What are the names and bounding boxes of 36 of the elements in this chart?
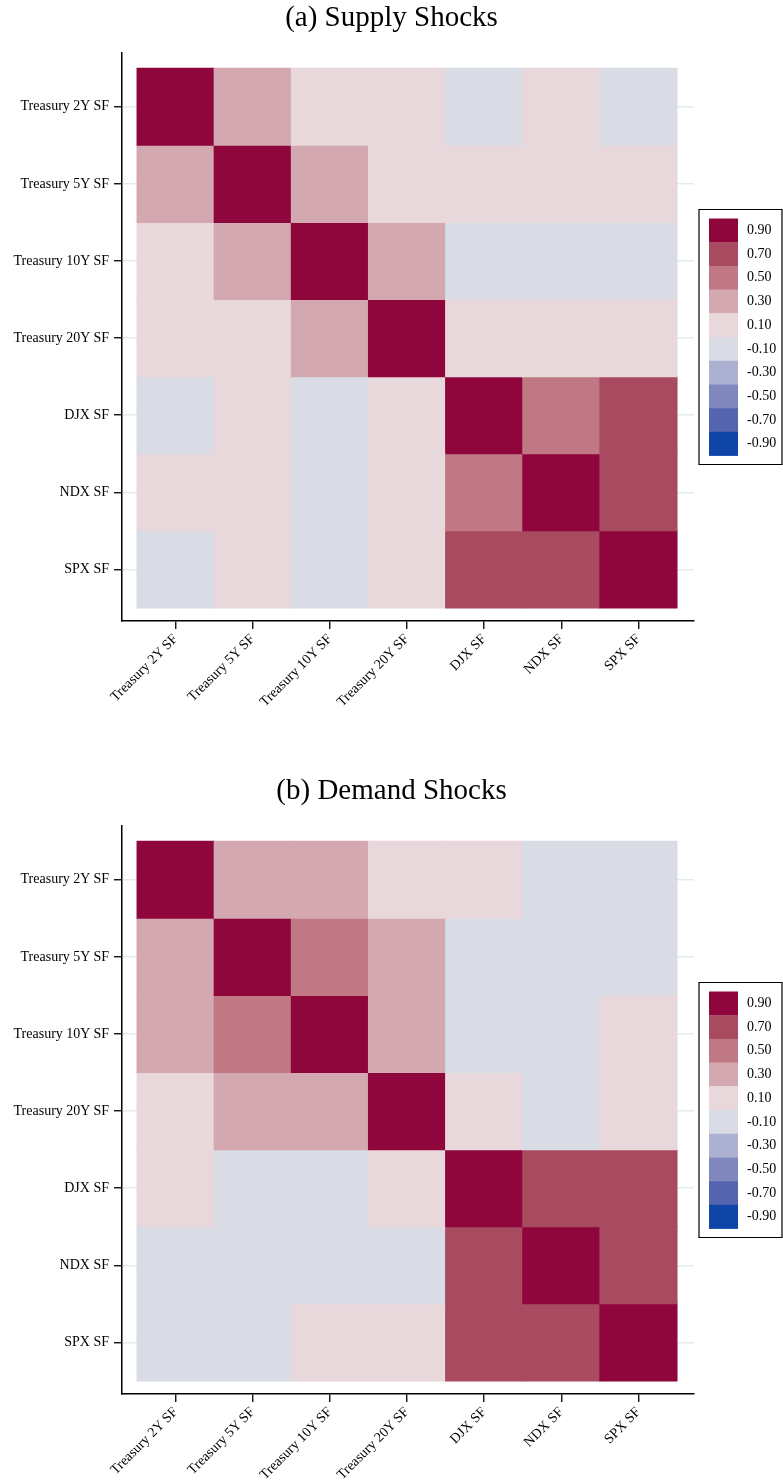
y-tick-label: Treasury 10Y SF — [13, 1025, 110, 1041]
color-bar-label: -0.10 — [747, 1113, 777, 1129]
color-bar-label: 0.70 — [747, 1018, 772, 1034]
color-bar-label: -0.70 — [747, 1184, 777, 1200]
color-bar-label: -0.30 — [747, 364, 777, 380]
color-bar-label: 0.50 — [747, 269, 772, 285]
color-bar-label: 0.10 — [747, 1089, 772, 1105]
y-tick-label: Treasury 20Y SF — [13, 1102, 110, 1118]
y-tick-label: NDX SF — [59, 1256, 110, 1272]
color-bar-label: -0.10 — [747, 340, 777, 356]
y-tick-label: DJX SF — [64, 1179, 110, 1195]
color-bar-label: -0.30 — [747, 1137, 777, 1153]
color-bar-label: 0.70 — [747, 245, 772, 261]
color-bar-label: 0.30 — [747, 293, 772, 309]
y-tick-label: Treasury 5Y SF — [20, 948, 110, 964]
color-bar-label: -0.90 — [747, 435, 777, 451]
color-bar-label: 0.90 — [747, 995, 772, 1011]
color-bar-label: 0.50 — [747, 1042, 772, 1058]
y-tick-label: Treasury 2Y SF — [20, 871, 110, 887]
chart-title: (b) Demand Shocks — [276, 772, 507, 806]
color-bar-label: -0.50 — [747, 1160, 777, 1176]
y-tick-label: SPX SF — [64, 561, 110, 577]
y-tick-label: SPX SF — [64, 1334, 110, 1350]
color-bar-label: 0.10 — [747, 316, 772, 332]
y-tick-label: Treasury 5Y SF — [20, 175, 110, 191]
y-tick-label: Treasury 10Y SF — [13, 252, 110, 268]
color-bar-label: 0.30 — [747, 1066, 772, 1082]
color-bar-label: -0.90 — [747, 1208, 777, 1224]
y-tick-label: Treasury 2Y SF — [20, 98, 110, 114]
color-bar-label: 0.90 — [747, 222, 772, 238]
y-tick-label: Treasury 20Y SF — [13, 329, 110, 345]
y-tick-label: DJX SF — [64, 406, 110, 422]
color-bar-label: -0.70 — [747, 411, 777, 427]
y-tick-label: NDX SF — [59, 483, 110, 499]
chart-title: (a) Supply Shocks — [285, 0, 498, 33]
color-bar-label: -0.50 — [747, 387, 777, 403]
